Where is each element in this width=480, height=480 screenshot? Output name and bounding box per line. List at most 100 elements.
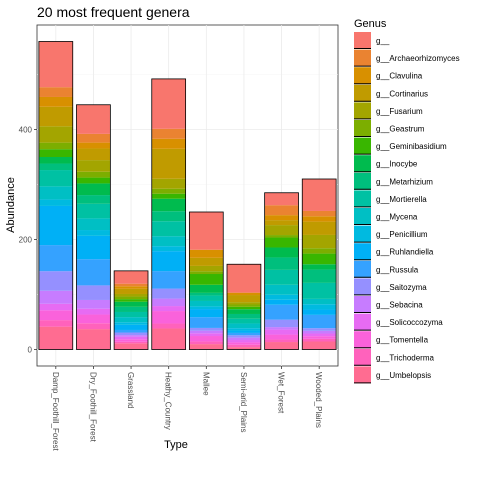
bar-segment-semi-arid-plains-gcortinarius xyxy=(227,295,261,303)
legend-key xyxy=(354,102,371,120)
x-axis-title: Type xyxy=(164,439,188,451)
bar-segment-mallee-gfusarium xyxy=(189,265,224,272)
legend-title: Genus xyxy=(354,18,387,30)
legend-key xyxy=(354,278,371,296)
bar-segment-semi-arid-plains-gumbelopsis xyxy=(227,347,261,350)
bar-segment-wooded-plains-gcortinarius xyxy=(302,221,337,235)
legend-label: g__Mycena xyxy=(376,213,418,222)
bar-segment-wooded-plains-gmetarhizium xyxy=(302,269,337,283)
bar-segment-heathy-country-gcortinarius xyxy=(151,148,186,179)
y-tick-label: 400 xyxy=(19,126,33,135)
legend-key xyxy=(354,313,371,331)
bar-segment-damp-foothill-forest-gmortierella xyxy=(38,170,73,187)
bar-segment-dry-foothill-forest-gsaitozyma xyxy=(76,285,111,300)
bar-segment-mallee-gcortinarius xyxy=(189,257,224,266)
bar-segment-semi-arid-plains-gsebacina xyxy=(227,337,261,341)
bar-segment-damp-foothill-forest-gsebacina xyxy=(38,290,73,304)
bar-segment-grassland-gumbelopsis xyxy=(114,343,148,350)
legend-label: g__ xyxy=(376,37,390,46)
bar-segment-heathy-country-gclavulina xyxy=(151,138,186,149)
bar-segment-heathy-country-gfusarium xyxy=(151,178,186,189)
bar-segment-damp-foothill-forest-gmycena xyxy=(38,186,73,200)
bar-segment-dry-foothill-forest-gfusarium xyxy=(76,160,111,172)
bar-segment-damp-foothill-forest-gtomentella xyxy=(38,310,73,321)
x-tick-label: Damp_Foothill_Forest xyxy=(51,372,60,451)
bar-segment-wooded-plains-gmycena xyxy=(302,298,337,305)
legend-label: g__Saitozyma xyxy=(376,283,427,292)
legend-key xyxy=(354,84,371,102)
bar-segment-dry-foothill-forest-gumbelopsis xyxy=(76,329,111,350)
y-axis-title: Abundance xyxy=(5,177,17,233)
bar-segment-semi-arid-plains-gfusarium xyxy=(227,302,261,305)
bar-outline xyxy=(226,263,262,350)
bar-segment-heathy-country-grussula xyxy=(151,271,186,289)
bar-segment-damp-foothill-forest-gmetarhizium xyxy=(38,163,73,171)
bar-outline xyxy=(113,270,149,350)
legend-label: g__Cortinarius xyxy=(376,89,428,98)
bar-segment-grassland-gmetarhizium xyxy=(114,306,148,312)
y-tick-label: 200 xyxy=(19,236,33,245)
bar-segment-semi-arid-plains-gruhlandiella xyxy=(227,330,261,333)
bar-segment-heathy-country-gpenicillium xyxy=(151,246,186,252)
bar-segment-wet-forest-ginocybe xyxy=(264,247,299,258)
bar-segment-semi-arid-plains-gmetarhizium xyxy=(227,313,261,319)
bar-segment-damp-foothill-forest-gclavulina xyxy=(38,96,73,107)
bar-segment-wooded-plains-gmortierella xyxy=(302,282,337,299)
legend-key xyxy=(354,32,371,49)
bar-outline xyxy=(38,41,74,350)
legend-key xyxy=(354,243,371,261)
legend-label: g__Metarhizium xyxy=(376,177,433,186)
bar-segment-semi-arid-plains-gtrichoderma xyxy=(227,344,261,348)
legend-key xyxy=(354,225,371,243)
bar-segment-damp-foothill-forest-gumbelopsis xyxy=(38,326,73,350)
legend-key xyxy=(354,190,371,208)
bar-segment-wet-forest-gclavulina xyxy=(264,215,299,221)
bar-segment-dry-foothill-forest-ggeminibasidium xyxy=(76,177,111,184)
bar-segment-damp-foothill-forest-gcortinarius xyxy=(38,106,73,127)
bar-segment-dry-foothill-forest-ggeastrum xyxy=(76,171,111,178)
bar-segment-grassland-ggeastrum xyxy=(114,296,148,300)
bar-segment-wooded-plains-gumbelopsis xyxy=(302,341,337,350)
bar-segment-wet-forest-ggeastrum xyxy=(264,235,299,238)
bar-segment-semi-arid-plains-gsolicoccozyma xyxy=(227,340,261,343)
bar-segment-semi-arid-plains-gclavulina xyxy=(227,292,261,296)
bar-outline xyxy=(264,192,299,350)
bar-segment-heathy-country-g xyxy=(151,78,186,129)
bar-segment-heathy-country-ggeminibasidium xyxy=(151,193,186,199)
x-tick-label: Grassland xyxy=(126,372,135,408)
bar-segment-dry-foothill-forest-gruhlandiella xyxy=(76,235,111,260)
bar-segment-wet-forest-gpenicillium xyxy=(264,294,299,300)
bar-segment-damp-foothill-forest-ggeminibasidium xyxy=(38,149,73,157)
bar-segment-wet-forest-gsolicoccozyma xyxy=(264,329,299,335)
bar-segment-mallee-gpenicillium xyxy=(189,306,224,310)
legend-label: g__Trichoderma xyxy=(376,353,435,362)
bar-segment-damp-foothill-forest-ggeastrum xyxy=(38,142,73,150)
bar-segment-wet-forest-g xyxy=(264,192,299,206)
bar-segment-damp-foothill-forest-garchaeorhizomyces xyxy=(38,87,73,97)
legend-key xyxy=(354,366,371,384)
bar-segment-mallee-gumbelopsis xyxy=(189,344,224,350)
bar-segment-grassland-gsolicoccozyma xyxy=(114,336,148,340)
legend-key xyxy=(354,208,371,225)
bar-segment-grassland-grussula xyxy=(114,329,148,333)
bar-segment-semi-arid-plains-grussula xyxy=(227,332,261,336)
bar-segment-mallee-gmetarhizium xyxy=(189,292,224,296)
bar-segment-wet-forest-gcortinarius xyxy=(264,220,299,226)
legend: Genus g__ g__Archaeorhizomyces g__Clavulin… xyxy=(354,18,460,384)
bar-segment-heathy-country-gsolicoccozyma xyxy=(151,306,186,312)
bar-segment-wet-forest-ggeminibasidium xyxy=(264,237,299,248)
bar-segment-damp-foothill-forest-gsolicoccozyma xyxy=(38,303,73,311)
y-axis: 0 200 400 xyxy=(19,126,37,355)
bar-segment-damp-foothill-forest-gtrichoderma xyxy=(38,320,73,327)
bar-outline xyxy=(188,211,224,350)
bar-segment-mallee-grussula xyxy=(189,317,224,328)
bar-segment-grassland-garchaeorhizomyces xyxy=(114,283,148,287)
bar-segment-wet-forest-gsaitozyma xyxy=(264,319,299,328)
x-tick-label: Mallee xyxy=(201,372,210,396)
legend-label: g__Clavulina xyxy=(376,72,423,81)
bar-segment-wet-forest-gtomentella xyxy=(264,334,299,340)
bar-segment-wet-forest-gumbelopsis xyxy=(264,342,299,350)
legend-label: g__Tomentella xyxy=(376,336,429,345)
bar-segment-dry-foothill-forest-gmetarhizium xyxy=(76,195,111,204)
